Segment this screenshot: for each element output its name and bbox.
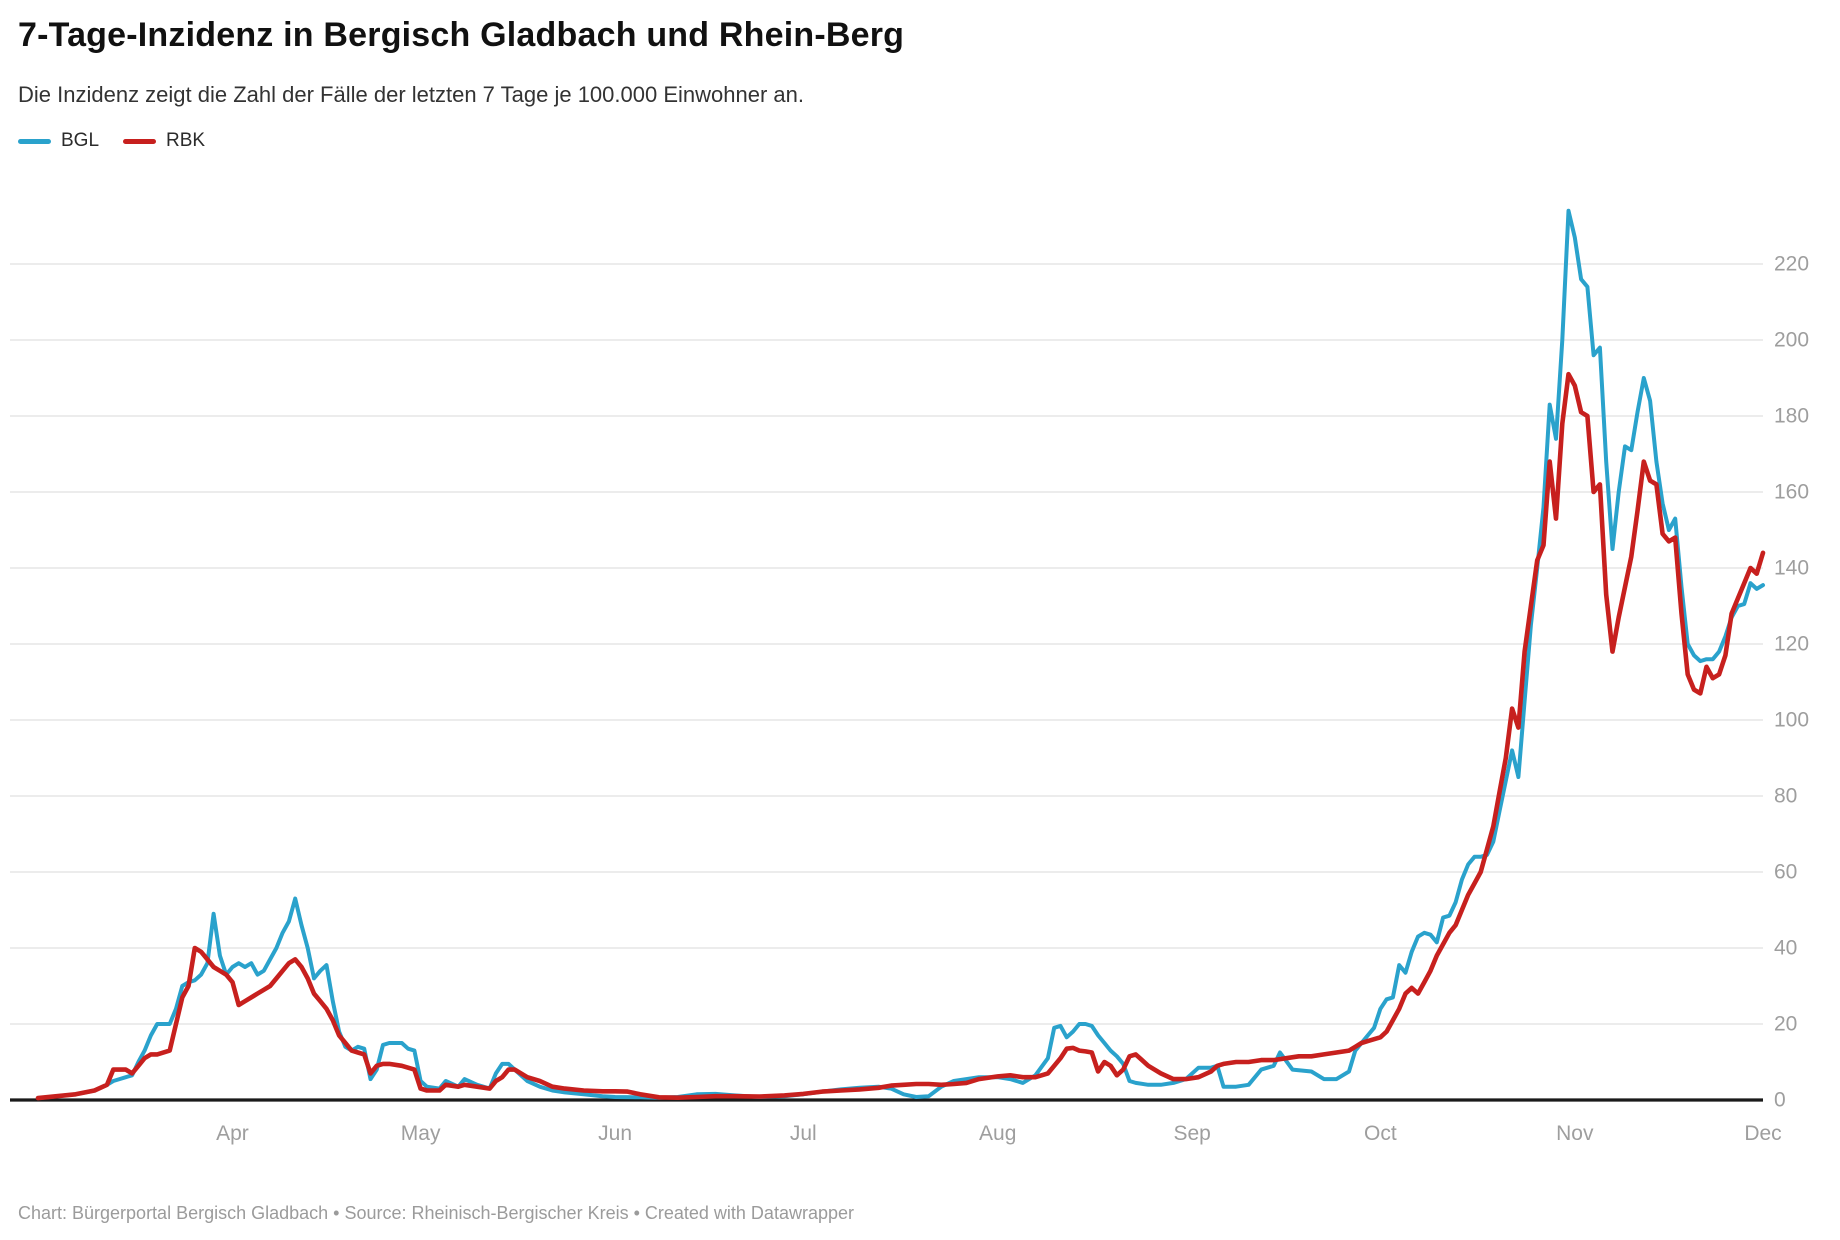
x-axis-label-oct: Oct <box>1364 1122 1397 1145</box>
chart-legend: BGL RBK <box>18 130 205 152</box>
y-axis-label-60: 60 <box>1774 861 1797 884</box>
y-axis-label-140: 140 <box>1774 557 1809 580</box>
x-axis-label-jun: Jun <box>598 1122 632 1145</box>
legend-swatch-rbk-icon <box>123 138 157 144</box>
y-axis-label-0: 0 <box>1774 1089 1786 1112</box>
legend-item-rbk: RBK <box>123 130 205 152</box>
legend-label-rbk: RBK <box>166 130 206 151</box>
y-axis-label-100: 100 <box>1774 709 1809 732</box>
legend-label-bgl: BGL <box>61 130 100 151</box>
x-axis-label-aug: Aug <box>979 1122 1016 1145</box>
y-axis-label-220: 220 <box>1774 253 1809 276</box>
y-axis-label-40: 40 <box>1774 937 1797 960</box>
y-axis-label-200: 200 <box>1774 329 1809 352</box>
y-axis-label-80: 80 <box>1774 785 1797 808</box>
y-axis-label-160: 160 <box>1774 481 1809 504</box>
x-axis-label-apr: Apr <box>216 1122 249 1145</box>
x-axis-label-may: May <box>401 1122 441 1145</box>
series-line-bgl <box>36 208 1765 1101</box>
x-axis-label-sep: Sep <box>1173 1122 1210 1145</box>
x-axis-label-nov: Nov <box>1556 1122 1594 1145</box>
legend-item-bgl: BGL <box>18 130 99 152</box>
x-axis-label-dec: Dec <box>1744 1122 1781 1145</box>
y-axis-label-20: 20 <box>1774 1013 1797 1036</box>
chart-subtitle: Die Inzidenz zeigt die Zahl der Fälle de… <box>18 82 804 107</box>
chart-title: 7-Tage-Inzidenz in Bergisch Gladbach und… <box>18 16 905 54</box>
chart-footer: Chart: Bürgerportal Bergisch Gladbach • … <box>18 1203 854 1223</box>
y-axis-label-120: 120 <box>1774 633 1809 656</box>
x-axis-label-jul: Jul <box>790 1122 817 1145</box>
series-line-rbk <box>35 371 1766 1101</box>
legend-swatch-bgl-icon <box>18 138 51 144</box>
y-axis-label-180: 180 <box>1774 405 1809 428</box>
